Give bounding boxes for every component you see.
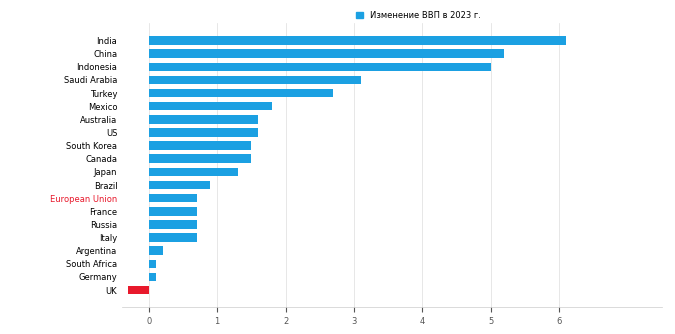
Bar xyxy=(149,115,259,124)
Bar xyxy=(149,49,504,58)
Bar xyxy=(149,155,251,163)
Bar xyxy=(149,168,238,176)
Bar xyxy=(149,233,196,242)
Bar xyxy=(149,220,196,229)
Bar xyxy=(149,141,251,150)
Bar xyxy=(149,194,196,202)
Bar xyxy=(149,36,566,45)
Bar xyxy=(149,128,259,137)
Bar xyxy=(149,76,360,84)
Bar xyxy=(149,89,333,97)
Bar xyxy=(149,273,156,281)
Bar xyxy=(128,286,149,294)
Bar xyxy=(149,260,156,268)
Bar xyxy=(149,102,272,111)
Bar xyxy=(149,181,211,189)
Bar xyxy=(149,246,163,255)
Bar xyxy=(149,62,491,71)
Bar xyxy=(149,207,196,215)
Legend: Изменение ВВП в 2023 г.: Изменение ВВП в 2023 г. xyxy=(353,8,484,23)
